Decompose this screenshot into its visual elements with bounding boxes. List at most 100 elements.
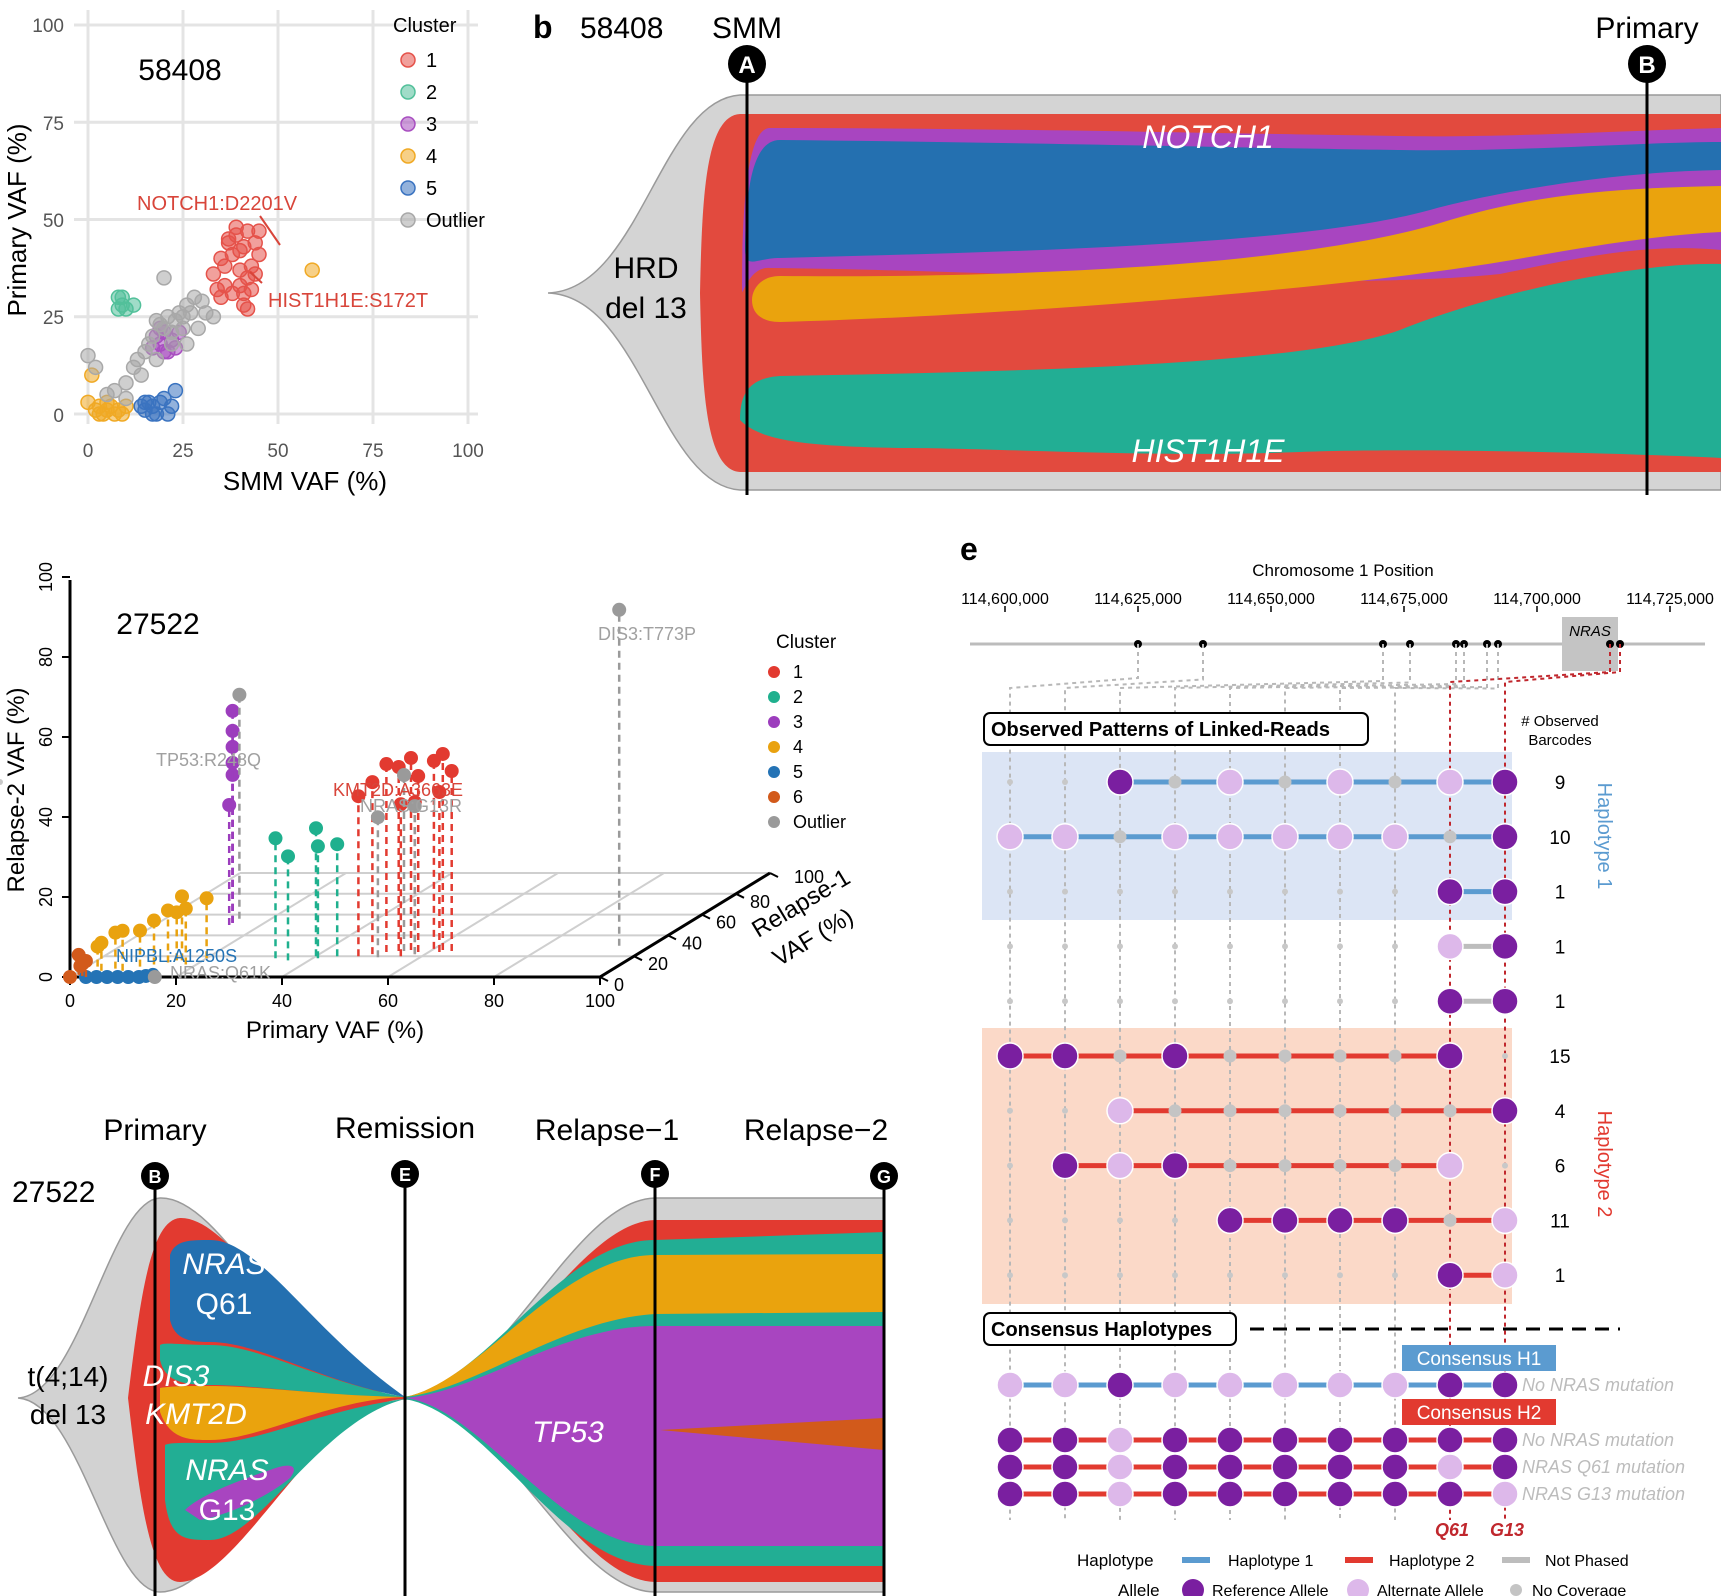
panel-c-point: [379, 757, 394, 772]
panel-e-allele-ref: [1436, 877, 1464, 906]
panel-e-allele-ref: [1381, 1426, 1409, 1454]
panel-a-point: [304, 262, 320, 278]
panel-e-allele-ref: [1051, 1480, 1079, 1508]
panel-d-timepoint-marker: [141, 1162, 169, 1190]
panel-e-allele-ref: [1051, 1453, 1079, 1481]
panel-e-allele-ref: [1381, 1206, 1409, 1235]
panel-e-allele-ref: [996, 1426, 1024, 1454]
panel-c-ztick: 80: [750, 892, 770, 912]
panel-c-ztick-mark: [701, 913, 711, 920]
panel-a-point: [163, 336, 180, 352]
panel-c-legend-label: 4: [793, 737, 803, 757]
panel-a-points: [80, 219, 320, 422]
panel-e-allele-alt: [1491, 1261, 1519, 1289]
panel-c-point: [232, 687, 247, 702]
panel-c-point: [310, 839, 325, 854]
panel-c-point: [404, 750, 418, 765]
panel-e-allele-ref: [1161, 1042, 1189, 1070]
panel-e-haplotype2-label: Haplotype 2: [1593, 1111, 1615, 1218]
panel-c-ztick: 20: [648, 954, 668, 974]
panel-e-allele-alt: [1326, 823, 1354, 851]
panel-a-legend-items: 1 2 3 4 5 Outlier: [400, 50, 485, 232]
panel-c-floor-line: [493, 872, 665, 978]
panel-b-fishplot: b 58408 SMM Primary A B HRD del 13 NOTCH…: [533, 9, 1721, 495]
panel-e-legend-item: No Coverage: [1532, 1583, 1626, 1596]
panel-e-allele-ref: [1436, 1042, 1464, 1070]
panel-e-allele-ref: [1436, 1371, 1464, 1399]
panel-e-legend-swatch-nc: [1510, 1584, 1522, 1596]
panel-c-legend-label: 2: [793, 687, 803, 707]
panel-e-allele-alt: [1106, 1097, 1134, 1125]
panel-e-allele-alt: [1106, 1151, 1134, 1180]
panel-e-allele-alt: [1381, 823, 1409, 851]
panel-e-site-placeholder: [1062, 779, 1068, 785]
panel-a-legend-label: 4: [426, 146, 437, 168]
panel-e-site-placeholder: [0, 779, 3, 785]
panel-e-allele-ref: [1491, 1371, 1519, 1399]
panel-e-allele-alt: [1106, 1453, 1134, 1481]
panel-c-legend: Cluster 1 2 3 4 5 6 Outlier: [768, 632, 846, 832]
panel-d-timepoint: Remission: [335, 1112, 475, 1145]
panel-e-site-placeholder: [1172, 1217, 1178, 1224]
panel-b-sample-id: 58408: [580, 12, 663, 45]
panel-d-clone-yellow-relapse: [405, 1254, 884, 1397]
panel-a-point: [133, 367, 149, 383]
panel-a-legend-label: 5: [426, 178, 437, 200]
panel-e-allele-ref: [1381, 1453, 1409, 1481]
panel-e-allele-ref: [1051, 1426, 1079, 1454]
panel-e-snp-connector: [1119, 644, 1384, 1520]
panel-d-label: Q61: [196, 1288, 253, 1321]
panel-d-clone-dis3: [160, 1343, 405, 1397]
panel-e-allele-alt: [1436, 932, 1464, 961]
panel-e-consensus-note: NRAS Q61 mutation: [1522, 1457, 1685, 1477]
panel-b-marker-label: A: [738, 52, 755, 79]
panel-e-allele-alt: [1381, 1371, 1409, 1399]
panel-e-site-label-q61: Q61: [1435, 1520, 1469, 1540]
panel-e-barcode-count: 1: [1555, 883, 1566, 904]
panel-e-allele-ref: [1326, 1453, 1354, 1481]
panel-e-allele-alt: [1436, 1151, 1464, 1180]
panel-a-point: [175, 320, 191, 337]
panel-d-timepoint-marker: [870, 1162, 898, 1190]
panel-c-point: [178, 901, 193, 916]
panel-e-allele-nocov: [1443, 830, 1457, 844]
panel-e-consensus-title: Consensus Haplotypes: [991, 1319, 1212, 1341]
panel-c-point: [73, 958, 88, 973]
panel-c-ztick-mark: [599, 976, 609, 982]
panel-a-point: [179, 336, 195, 352]
panel-e-allele-ref: [1051, 1151, 1079, 1180]
panel-c-legend-label: 1: [793, 662, 803, 682]
panel-e-allele-ref: [1491, 1453, 1519, 1481]
panel-a-scatter: 58408 100 75 50 25 0 0 25 50 75 100 SMM …: [2, 10, 485, 496]
panel-a-point: [91, 406, 108, 422]
panel-e-allele-ref: [1436, 1261, 1464, 1289]
panel-c-point: [175, 889, 189, 904]
panel-e-site-placeholder: [1007, 888, 1013, 895]
panel-c-point: [121, 970, 136, 984]
panel-a-point: [243, 281, 260, 298]
panel-e-allele-nocov: [1388, 1049, 1402, 1063]
panel-e-allele-alt: [1271, 823, 1299, 851]
panel-a-ytick: 25: [43, 308, 64, 329]
panel-c-point: [147, 913, 161, 928]
panel-e-consensus-note: No NRAS mutation: [1522, 1375, 1674, 1395]
panel-b-timepoint-primary: Primary: [1595, 12, 1698, 45]
panel-a-legend-swatch: [400, 212, 416, 228]
panel-c-sample-id: 27522: [116, 608, 199, 641]
panel-e-snp-connector: [1284, 644, 1465, 1520]
panel-e-allele-ref: [1381, 1480, 1409, 1508]
panel-a-point: [137, 394, 153, 411]
panel-e-position-label: 114,650,000: [1227, 591, 1315, 608]
panel-d-label: NRAS: [185, 1454, 268, 1487]
panel-d-clone-nras-q61: [170, 1240, 405, 1397]
panel-e-legend: Haplotype Haplotype 1 Haplotype 2 Not Ph…: [1077, 1551, 1629, 1596]
panel-c-legend-swatch: [768, 791, 780, 803]
panel-e-site-placeholder: [1392, 943, 1398, 950]
panel-e-legend-haplotype-title: Haplotype: [1077, 1551, 1154, 1570]
panel-a-ytick: 100: [32, 16, 64, 37]
panel-e-allele-alt: [1106, 1480, 1134, 1508]
panel-e-site-placeholder: [1172, 1272, 1178, 1279]
panel-e-allele-ref: [1106, 1371, 1134, 1399]
